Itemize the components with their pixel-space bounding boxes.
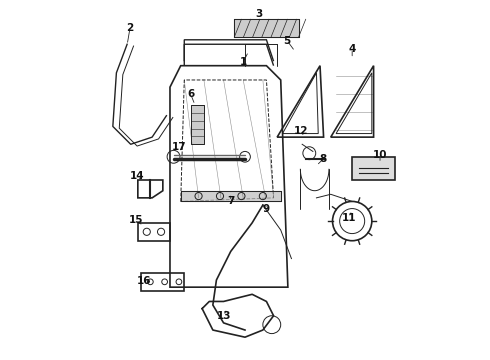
Text: 15: 15	[128, 215, 143, 225]
Bar	[192, 105, 204, 144]
Text: 8: 8	[319, 154, 326, 164]
Text: 6: 6	[187, 89, 195, 99]
Text: 17: 17	[172, 142, 186, 152]
Text: 9: 9	[263, 204, 270, 214]
Text: 12: 12	[294, 126, 309, 136]
Text: 16: 16	[137, 276, 151, 286]
Text: 1: 1	[240, 57, 247, 67]
Text: 5: 5	[284, 36, 291, 46]
Text: 13: 13	[216, 311, 231, 321]
Bar	[352, 157, 395, 180]
Text: 2: 2	[126, 23, 134, 33]
Text: 10: 10	[373, 150, 387, 160]
Text: 3: 3	[255, 9, 262, 18]
Text: 4: 4	[348, 44, 356, 54]
Text: 7: 7	[227, 197, 234, 206]
Text: 14: 14	[130, 171, 145, 181]
Text: 11: 11	[342, 212, 356, 222]
